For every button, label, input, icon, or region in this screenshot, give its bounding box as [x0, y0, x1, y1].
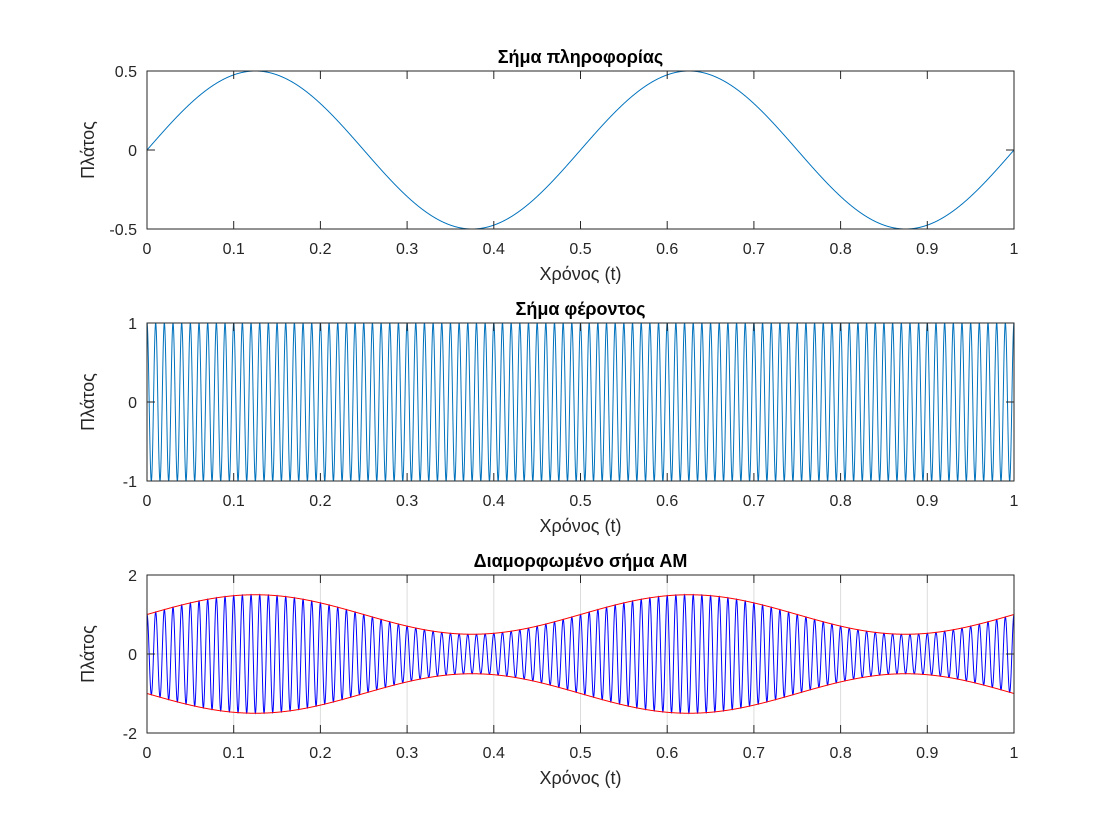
x-tick-label: 0.7: [743, 493, 765, 510]
y-tick-label: 0: [128, 647, 137, 664]
y-axis-label: Πλάτος: [78, 625, 98, 683]
y-tick-label: -2: [123, 726, 137, 743]
x-axis-label: Χρόνος (t): [540, 768, 622, 788]
x-tick-label: 0.1: [223, 745, 245, 762]
subplot-title: Διαμορφωμένο σήμα AM: [474, 551, 688, 571]
x-tick-label: 0.9: [916, 745, 938, 762]
y-tick-label: 0: [128, 395, 137, 412]
y-tick-label: -0.5: [109, 222, 137, 239]
x-tick-label: 0.4: [483, 493, 505, 510]
x-tick-label: 1: [1010, 745, 1019, 762]
x-tick-label: 0.3: [396, 493, 418, 510]
x-tick-label: 0.7: [743, 745, 765, 762]
x-tick-label: 0.4: [483, 745, 505, 762]
series-line-1: [147, 323, 1014, 481]
x-tick-label: 0.6: [656, 745, 678, 762]
x-axis-label: Χρόνος (t): [540, 516, 622, 536]
x-tick-label: 0.6: [656, 493, 678, 510]
x-tick-label: 0.3: [396, 241, 418, 258]
x-tick-label: 0.8: [829, 745, 851, 762]
x-tick-label: 0: [143, 745, 152, 762]
series-line-3: [147, 673, 1014, 714]
x-tick-label: 0.1: [223, 241, 245, 258]
x-tick-label: 0.2: [309, 493, 331, 510]
x-tick-label: 0.9: [916, 241, 938, 258]
subplot-1: 0 0.1 0.2 0.3 0.4 0.5 0.6 0.7 0.8 0.9 1 -0.5 0 0.5 Σήμ…: [78, 47, 1019, 284]
x-tick-label: 0.5: [569, 241, 591, 258]
x-tick-label: 0.8: [829, 241, 851, 258]
x-tick-label: 0: [143, 493, 152, 510]
y-tick-label: 1: [128, 316, 137, 333]
y-tick-label: 0: [128, 143, 137, 160]
x-tick-label: 0.7: [743, 241, 765, 258]
axes-box: [146, 322, 1015, 482]
x-tick-label: 1: [1010, 493, 1019, 510]
subplot-title: Σήμα φέροντος: [516, 299, 646, 319]
subplot-title: Σήμα πληροφορίας: [498, 47, 664, 67]
x-tick-label: 0.9: [916, 493, 938, 510]
x-tick-label: 1: [1010, 241, 1019, 258]
y-axis-label: Πλάτος: [78, 121, 98, 179]
x-tick-label: 0: [143, 241, 152, 258]
y-tick-label: 0.5: [115, 64, 137, 81]
x-tick-label: 0.1: [223, 493, 245, 510]
x-tick-label: 0.2: [309, 241, 331, 258]
y-axis-label: Πλάτος: [78, 373, 98, 431]
x-tick-label: 0.8: [829, 493, 851, 510]
subplot-2: 0 0.1 0.2 0.3 0.4 0.5 0.6 0.7 0.8 0.9 1 -1 0 1 Σήμα φέ…: [78, 299, 1019, 536]
x-tick-label: 0.5: [569, 745, 591, 762]
series-line-2: [147, 594, 1014, 635]
x-tick-label: 0.4: [483, 241, 505, 258]
x-axis-label: Χρόνος (t): [540, 264, 622, 284]
y-tick-label: -1: [123, 474, 137, 491]
x-tick-label: 0.6: [656, 241, 678, 258]
series-line-1: [147, 71, 1014, 229]
x-tick-label: 0.2: [309, 745, 331, 762]
y-tick-label: 2: [128, 568, 137, 585]
x-tick-label: 0.3: [396, 745, 418, 762]
subplot-3: 0 0.1 0.2 0.3 0.4 0.5 0.6 0.7 0.8 0.9 1 -2 0 2 Διαμορφ…: [78, 551, 1019, 788]
x-tick-label: 0.5: [569, 493, 591, 510]
